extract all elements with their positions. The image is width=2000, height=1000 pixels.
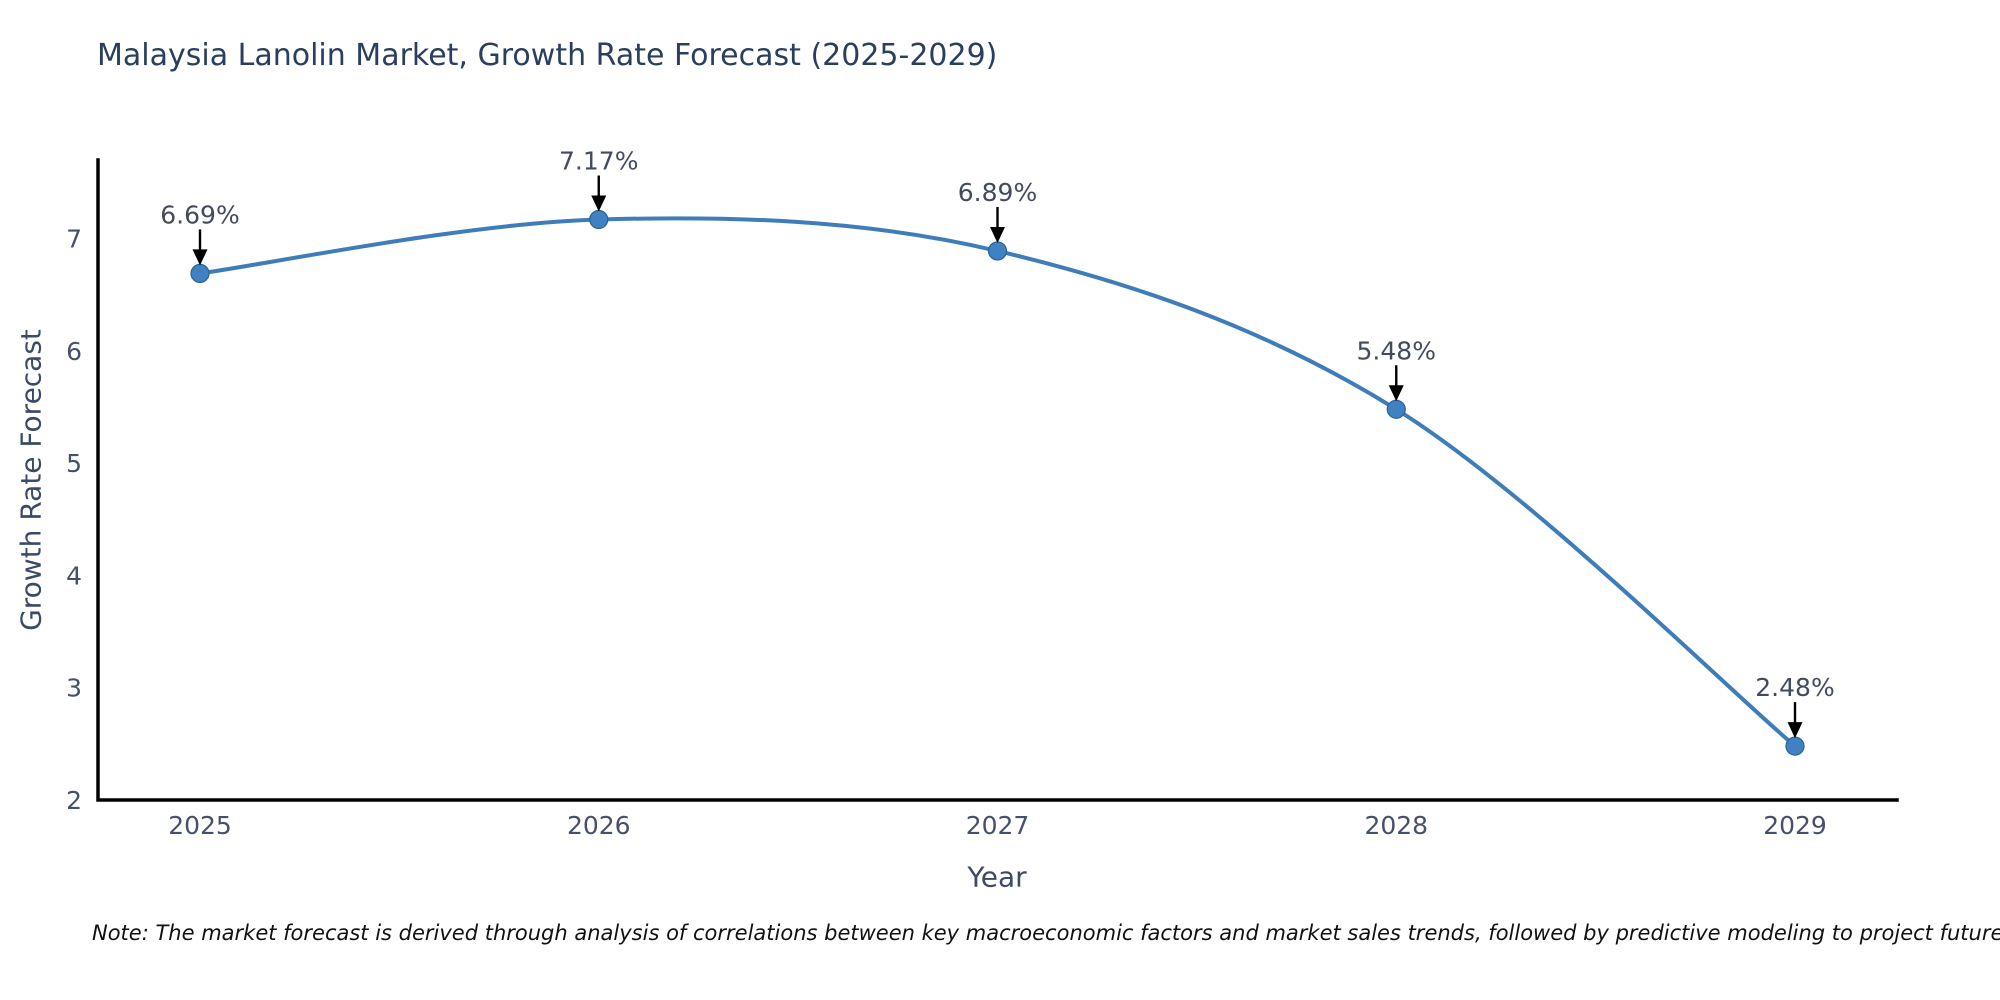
- data-point: [589, 209, 609, 230]
- y-tick-label: 4: [66, 561, 82, 590]
- y-axis-title: Growth Rate Forecast: [14, 329, 48, 631]
- annotation-arrow-head: [591, 195, 607, 212]
- data-point: [190, 263, 210, 284]
- trend-line: [198, 216, 1797, 749]
- annotation-arrow-head: [1388, 385, 1404, 402]
- annotation-arrow-head: [1787, 722, 1803, 739]
- y-tick-label: 2: [66, 786, 82, 815]
- x-tick-label: 2027: [966, 811, 1030, 840]
- point-label: 2.48%: [1755, 673, 1834, 702]
- axis-lines: [96, 158, 1899, 802]
- chart-title: Malaysia Lanolin Market, Growth Rate For…: [97, 38, 998, 73]
- y-tick-label: 5: [66, 449, 82, 478]
- point-label: 6.89%: [958, 178, 1037, 207]
- annotation-arrow-head: [192, 249, 208, 266]
- data-point: [1785, 736, 1805, 756]
- point-label: 7.17%: [559, 147, 638, 176]
- data-point: [987, 241, 1008, 261]
- point-label: 6.69%: [160, 200, 239, 229]
- x-tick-label: 2029: [1763, 811, 1827, 840]
- x-tick-label: 2026: [567, 811, 631, 840]
- y-tick-label: 6: [66, 337, 82, 366]
- data-point: [1386, 399, 1406, 419]
- x-axis-title: Year: [967, 860, 1027, 894]
- y-tick-label: 3: [66, 674, 82, 703]
- x-tick-label: 2025: [168, 811, 232, 840]
- x-tick-label: 2028: [1364, 811, 1428, 840]
- footnote: Note: The market forecast is derived thr…: [92, 921, 2000, 945]
- annotation-arrow-head: [990, 226, 1005, 243]
- point-label: 5.48%: [1357, 336, 1436, 365]
- y-tick-label: 7: [66, 225, 82, 254]
